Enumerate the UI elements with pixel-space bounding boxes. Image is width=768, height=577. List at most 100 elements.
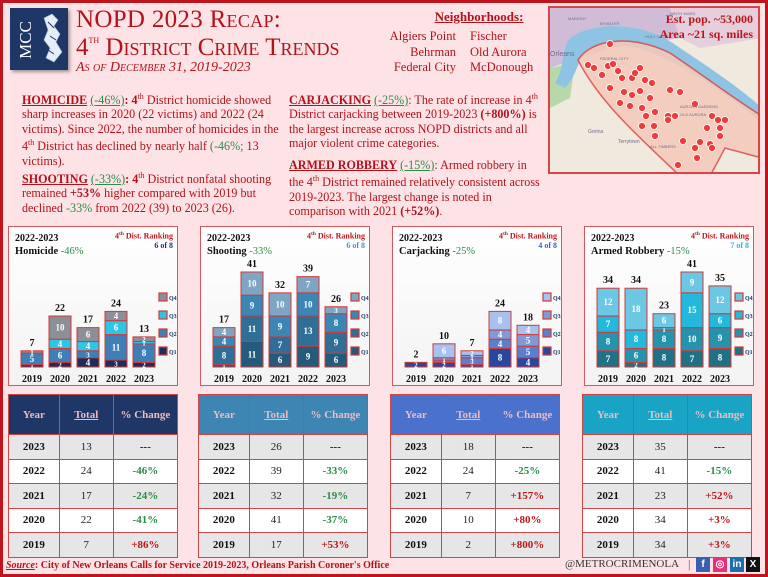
neighborhoods-right-column: Fischer Old Aurora McDonough — [470, 29, 550, 76]
text: 4 — [498, 231, 503, 241]
cell-total: 17 — [248, 532, 304, 558]
segment-value-label: 8 — [662, 334, 667, 344]
facebook-icon[interactable]: f — [696, 557, 710, 572]
cell-year: 2021 — [8, 483, 60, 509]
segment-value-label: 8 — [718, 353, 723, 363]
column-header: % Change — [302, 394, 369, 435]
segment-value-label: 18 — [632, 304, 642, 314]
bar-total-label: 7 — [470, 338, 475, 349]
cell-total: 35 — [632, 434, 688, 460]
bar-segment-2021-q4 — [652, 313, 676, 329]
incident-markers — [584, 40, 729, 169]
column-header: Total — [440, 394, 496, 435]
legend-label: Q1 — [361, 350, 369, 356]
x-tick-label: 2021 — [78, 374, 98, 385]
bar-segment-2021-q4 — [76, 327, 100, 343]
chart-period: 2022-2023 — [399, 233, 443, 244]
legend-swatch-q2 — [542, 328, 552, 338]
armed-robbery-summary: ARMED ROBBERY (-15%): Armed robbery in t… — [289, 158, 541, 219]
population-estimate: Est. pop. ~53,000 — [665, 12, 753, 26]
segment-value-label: 7 — [606, 319, 611, 329]
chart-homicide: 2022-2023 Homicide -46% 4th Dist. Ranking 6… — [8, 226, 178, 386]
title-rest: District Crime Trends — [99, 34, 340, 61]
legend-swatch-q1 — [158, 346, 168, 356]
x-tick-label: 2020 — [434, 374, 454, 385]
cell-year: 2019 — [8, 532, 60, 558]
chart-title: Carjacking -25% — [399, 246, 475, 257]
bar-segment-2023-q4 — [132, 336, 156, 343]
legend-swatch-q3 — [542, 310, 552, 320]
cell-total: 41 — [632, 458, 688, 484]
x-icon[interactable]: X — [746, 557, 760, 572]
segment-value-label: 5 — [30, 354, 35, 364]
cell-change: -33% — [302, 458, 369, 484]
text: Dist. Ranking — [315, 231, 365, 241]
text: District homicide showed sharp increases… — [22, 93, 279, 154]
title-ordinal-suffix: th — [88, 32, 100, 46]
neighborhood-item: Behrman — [410, 44, 456, 59]
cell-total: 41 — [248, 507, 304, 533]
armed-robbery-pct: (-15%) — [400, 158, 435, 172]
cell-change: -41% — [112, 507, 179, 533]
bar-total-label: 26 — [331, 294, 341, 305]
instagram-icon[interactable]: ◎ — [713, 557, 727, 572]
text: 4 — [306, 231, 311, 241]
ranking-value: 6 of 8 — [346, 241, 365, 250]
text: District nonfatal shooting remained — [22, 172, 272, 201]
text: District remained relatively consistent … — [289, 175, 540, 219]
bar-segment-2023-q4 — [324, 306, 348, 315]
chart-carjacking: 2022-2023 Carjacking -25% 4th Dist. Rankin… — [392, 226, 562, 386]
table-row: 2021 32 -19% — [198, 483, 369, 509]
segment-value-label: 12 — [716, 295, 726, 305]
segment-value-label: 6 — [634, 350, 639, 360]
segment-value-label: 11 — [248, 324, 257, 334]
text: : Armed robbery in the 4 — [289, 158, 527, 190]
legend-label: Q4 — [553, 296, 561, 302]
bar-segment-2022-q4 — [104, 310, 128, 322]
cell-change: -25% — [494, 458, 561, 484]
summary-table: Year Total% Change 2023 26 --- 2022 39 -33% 2021… — [198, 394, 369, 558]
bar-segment-2023-q4 — [708, 285, 732, 315]
armed-robbery-heading: ARMED ROBBERY — [289, 158, 398, 172]
cell-year: 2020 — [390, 507, 442, 533]
x-tick-label: 2020 — [242, 374, 262, 385]
cell-year: 2021 — [390, 483, 442, 509]
segment-value-label: 8 — [142, 348, 147, 358]
linkedin-icon[interactable]: in — [730, 557, 744, 572]
cell-year: 2020 — [8, 507, 60, 533]
social-handle[interactable]: @METROCRIMENOLA — [565, 558, 680, 570]
text: Dist. Ranking — [123, 231, 173, 241]
bar-segment-2022-q4 — [296, 276, 320, 294]
bar-total-label: 7 — [30, 338, 35, 349]
cell-change: +157% — [494, 483, 561, 509]
table-header-row: Year Total% Change — [582, 394, 753, 435]
segment-value-label: 10 — [276, 299, 286, 309]
segment-value-label: 9 — [334, 338, 339, 348]
legend-label: Q2 — [169, 332, 177, 338]
table-row: 2019 2 +800% — [390, 532, 561, 558]
cell-year: 2023 — [8, 434, 60, 460]
chart-crime-name: Homicide — [15, 246, 59, 257]
column-header: % Change — [112, 394, 179, 435]
table-row: 2020 22 -41% — [8, 507, 179, 533]
text: th — [310, 231, 316, 237]
chart-crime-name: Carjacking — [399, 246, 450, 257]
legend-label: Q4 — [745, 296, 753, 302]
table-row: 2023 13 --- — [8, 434, 179, 460]
segment-value-label: 8 — [606, 337, 611, 347]
segment-value-label: 9 — [690, 277, 695, 287]
x-tick-label: 2023 — [134, 374, 154, 385]
cell-year: 2023 — [582, 434, 634, 460]
ranking-value: 4 of 8 — [538, 241, 557, 250]
bar-total-label: 41 — [247, 259, 257, 270]
cell-total: 22 — [58, 507, 114, 533]
segment-value-label: 6 — [58, 350, 63, 360]
bar-total-label: 10 — [439, 331, 449, 342]
bar-total-label: 18 — [523, 312, 533, 323]
segment-value-label: 9 — [306, 352, 311, 362]
table-row: 2019 34 +3% — [582, 532, 753, 558]
text: : The rate of increase in 4 — [408, 93, 532, 108]
cell-total: 34 — [632, 532, 688, 558]
legend-label: Q1 — [745, 350, 753, 356]
